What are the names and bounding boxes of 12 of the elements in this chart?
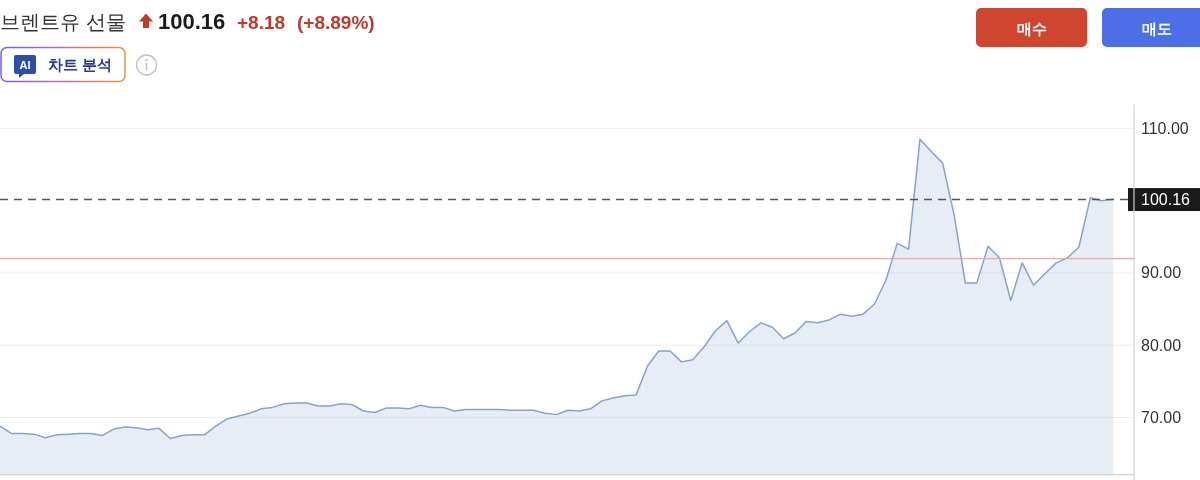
- ref-line-label: 100.16: [1141, 191, 1191, 209]
- annotation: (+8.89%): [297, 12, 375, 33]
- annotation: AI: [14, 55, 36, 78]
- y-tick-label: 80.00: [1141, 336, 1182, 354]
- annotation: 100.16: [158, 9, 226, 34]
- y-tick-label: 70.00: [1141, 409, 1182, 427]
- annotation: +8.18: [237, 12, 286, 33]
- annotation: 매도: [1102, 8, 1200, 47]
- annotation: 매수: [976, 8, 1087, 47]
- chart-title: 브렌트유 선물: [0, 11, 126, 33]
- y-tick-label: 110.00: [1141, 119, 1189, 137]
- y-tick-label: 90.00: [1141, 264, 1182, 282]
